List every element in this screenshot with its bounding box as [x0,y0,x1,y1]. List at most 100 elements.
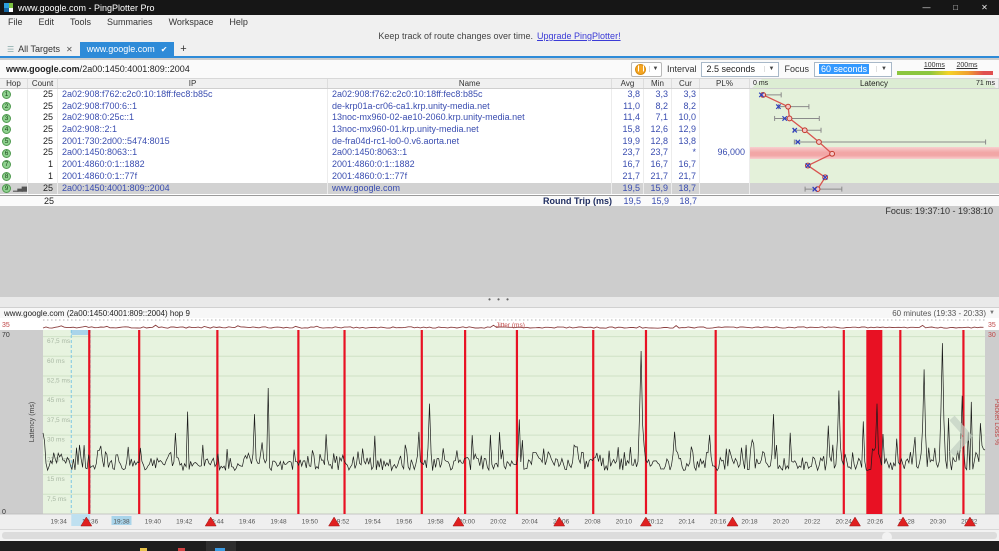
maximize-button[interactable]: □ [953,3,958,12]
table-row-hop-1[interactable]: 1 25 2a02:908:f762:c2c0:10:18ff:fec8:b85c 2… [0,89,999,101]
min-cell: 16,7 [644,159,672,171]
packet-loss-cell [700,182,750,195]
avg-cell: 11,0 [612,100,644,113]
count-cell: 25 [28,89,58,101]
svg-text:30 ms: 30 ms [47,437,65,444]
focus-range-readout: Focus: 19:37:10 - 19:38:10 [0,206,999,217]
summary-list-icon: ☰ [7,44,15,54]
menu-item-help[interactable]: Help [229,16,248,27]
scrollbar-notch [882,532,892,542]
target-ip: 2a00:1450:4001:809::2004 [82,64,190,74]
min-cell: 8,2 [644,100,672,113]
table-row-hop-6[interactable]: 6 25 2a00:1450:8063::1 2a00:1450:8063::1 23,… [0,147,999,160]
cur-cell: 10,0 [672,112,700,125]
svg-text:20:04: 20:04 [522,519,539,526]
taskbar-icon[interactable] [178,548,185,551]
col-header-hop[interactable]: Hop [0,79,28,88]
col-header-name[interactable]: Name [328,79,612,88]
min-cell: 7,1 [644,112,672,125]
timeline-range[interactable]: 60 minutes (19:33 - 20:33) [892,308,987,318]
svg-text:15 ms: 15 ms [47,476,65,483]
col-header-pl[interactable]: PL% [700,79,750,88]
packet-loss-cell [700,124,750,136]
svg-text:Packet Loss %: Packet Loss % [993,399,999,445]
tab-all-targets[interactable]: ☰ All Targets ✕ [0,42,80,56]
scrollbar-thumb[interactable] [2,532,997,542]
pane-splitter[interactable]: • • • [0,296,999,307]
col-header-cur[interactable]: Cur [672,79,700,88]
hop-number-badge: 9 [2,183,11,193]
packet-loss-cell [700,112,750,125]
avg-cell: 16,7 [612,159,644,171]
menu-item-workspace[interactable]: Workspace [168,16,214,27]
svg-text:20:18: 20:18 [741,519,758,526]
col-header-avg[interactable]: Avg [612,79,644,88]
svg-text:20:16: 20:16 [710,519,727,526]
focus-select[interactable]: 60 seconds ▼ [814,61,892,77]
latency-cell [750,100,999,113]
tab-www-google-com[interactable]: www.google.com ✔ [79,42,175,56]
menu-item-edit[interactable]: Edit [38,16,55,27]
svg-text:20:28: 20:28 [898,519,915,526]
col-header-min[interactable]: Min [644,79,672,88]
interval-select[interactable]: 2.5 seconds ▼ [701,61,780,77]
table-row-hop-3[interactable]: 3 25 2a02:908:0:25c::1 13noc-mx960-02-ae10-… [0,112,999,125]
table-row-hop-5[interactable]: 5 25 2001:730:2d00::5474:8015 de-fra04d-rc1… [0,135,999,148]
pause-dropdown-button[interactable]: ▼ [648,66,661,72]
svg-text:20:10: 20:10 [616,519,633,526]
pause-button[interactable]: ❙❙ [632,63,649,76]
timeline-title: www.google.com (2a00:1450:4001:809::2004… [4,308,190,318]
svg-text:20:30: 20:30 [930,519,947,526]
taskbar-active-app[interactable] [206,541,236,551]
name-cell: 13noc-mx960-01.krp.unity-media.net [328,124,612,136]
menu-item-file[interactable]: File [8,16,23,27]
tab-close-icon[interactable]: ✕ [66,44,73,54]
avg-cell: 15,8 [612,124,644,136]
count-cell: 25 [28,112,58,125]
svg-text:19:34: 19:34 [51,519,68,526]
ip-cell: 2a02:908:f762:c2c0:10:18ff:fec8:b85c [58,89,328,101]
ip-cell: 2a02:908:f700:6::1 [58,100,328,113]
svg-text:60 ms: 60 ms [47,358,65,365]
cur-cell: 18,7 [672,182,700,195]
minimize-button[interactable]: — [922,3,931,12]
col-header-ip[interactable]: IP [58,79,328,88]
avg-cell: 11,4 [612,112,644,125]
hop-cell: 1 [0,89,28,101]
new-tab-button[interactable]: + [180,43,187,55]
table-row-hop-7[interactable]: 7 1 2001:4860:0:1::1882 2001:4860:0:1::1882… [0,159,999,171]
target-bar: www.google.com / 2a00:1450:4001:809::200… [0,60,999,79]
avg-cell: 19,9 [612,135,644,148]
chevron-down-icon: ▼ [763,66,779,72]
avg-cell: 19,5 [612,182,644,195]
upgrade-notice-text: Keep track of route changes over time. [378,31,534,41]
round-trip-min: 15,9 [651,196,669,206]
close-button[interactable]: ✕ [981,3,988,12]
avg-cell: 3,8 [612,89,644,101]
col-header-count[interactable]: Count [28,79,58,88]
app-icon [4,3,13,12]
table-row-hop-9[interactable]: 9 ▁▃▅ 25 2a00:1450:4001:809::2004 www.google… [0,182,999,195]
upgrade-link[interactable]: Upgrade PingPlotter! [537,31,621,41]
hop-number-badge: 8 [2,172,11,182]
svg-text:22,5 ms: 22,5 ms [47,456,71,463]
cur-cell: 16,7 [672,159,700,171]
min-cell: 12,8 [644,135,672,148]
name-cell: de-krp01a-cr06-ca1.krp.unity-media.net [328,100,612,113]
timeline-graph[interactable]: 67,5 ms 60 ms 52,5 ms 45 ms 37,5 ms 30 ms 22,5… [0,318,999,529]
horizontal-scrollbar[interactable] [0,529,999,542]
table-row-hop-8[interactable]: 8 1 2001:4860:0:1::77f 2001:4860:0:1::77f 21… [0,170,999,183]
svg-text:7,5 ms: 7,5 ms [47,496,67,503]
taskbar-icon[interactable] [140,548,147,551]
taskbar-icon[interactable] [215,548,225,551]
legend-100ms: 100ms [923,61,945,69]
latency-cell [750,159,999,171]
menu-item-tools[interactable]: Tools [70,16,92,27]
table-row-hop-2[interactable]: 2 25 2a02:908:f700:6::1 de-krp01a-cr06-ca1.… [0,100,999,113]
menu-item-summaries[interactable]: Summaries [107,16,153,27]
table-row-hop-4[interactable]: 4 25 2a02:908::2:1 13noc-mx960-01.krp.unity… [0,124,999,136]
hop-cell: 5 [0,135,28,148]
hop-number-badge: 7 [2,160,11,170]
round-trip-avg: 19,5 [623,196,641,206]
